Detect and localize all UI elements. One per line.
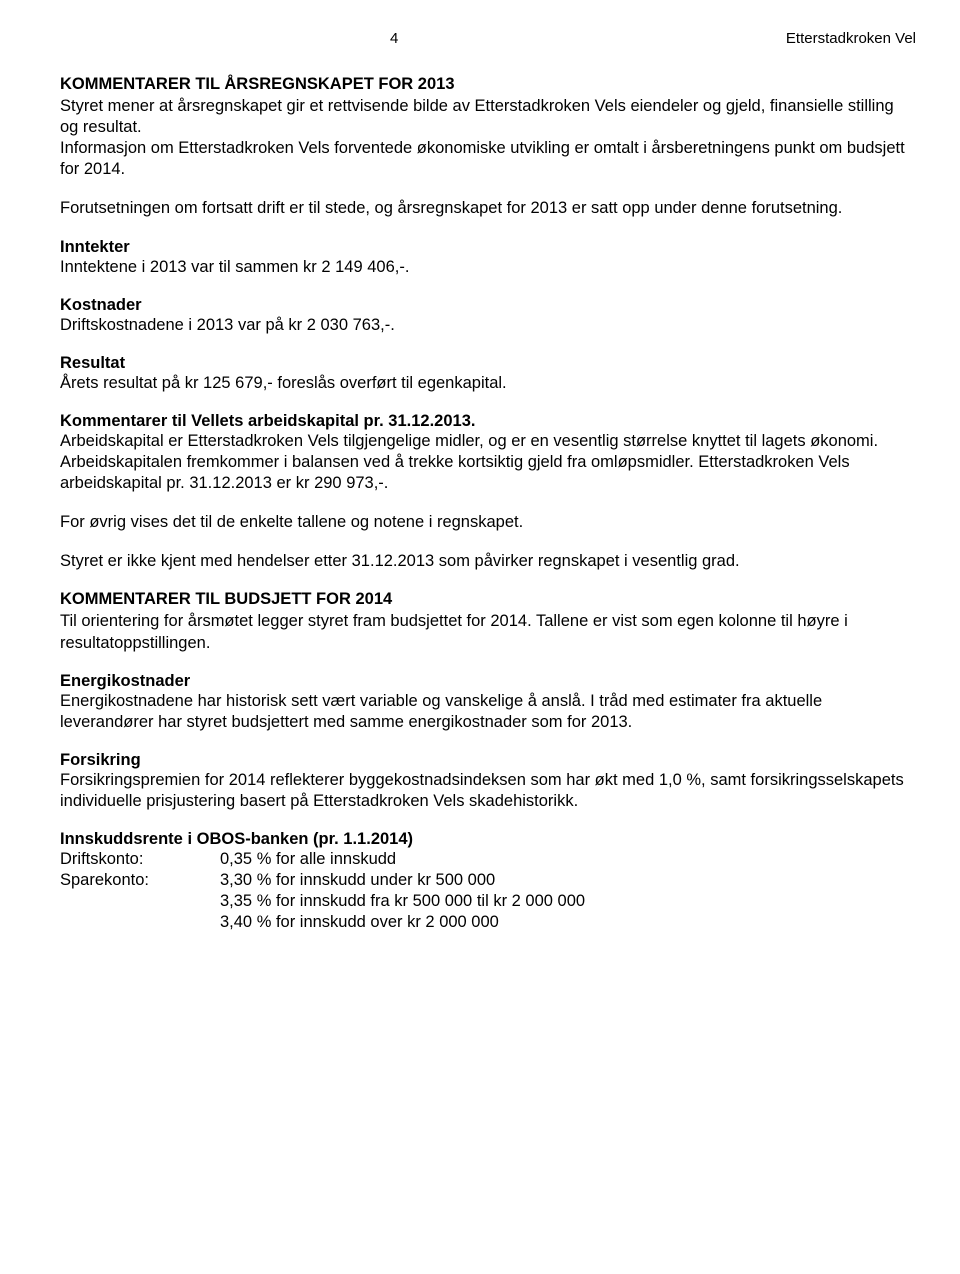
section-kommentarer-regnskap: KOMMENTARER TIL ÅRSREGNSKAPET FOR 2013 S…	[60, 75, 916, 220]
paragraph-resultat: Årets resultat på kr 125 679,- foreslås …	[60, 373, 916, 394]
paragraph-inntekter: Inntektene i 2013 var til sammen kr 2 14…	[60, 257, 916, 278]
paragraph-forsikring: Forsikringspremien for 2014 reflekterer …	[60, 770, 916, 812]
rate-row: 3,40 % for innskudd over kr 2 000 000	[60, 912, 916, 933]
paragraph-for-ovrig: For øvrig vises det til de enkelte talle…	[60, 512, 916, 533]
rate-value: 3,30 % for innskudd under kr 500 000	[220, 870, 495, 891]
rate-label	[60, 891, 220, 912]
heading-resultat: Resultat	[60, 354, 916, 373]
section-energikostnader: Energikostnader Energikostnadene har his…	[60, 672, 916, 733]
paragraph-intro-3: Forutsetningen om fortsatt drift er til …	[60, 198, 916, 219]
heading-innskuddsrente: Innskuddsrente i OBOS-banken (pr. 1.1.20…	[60, 830, 916, 849]
section-kostnader: Kostnader Driftskostnadene i 2013 var på…	[60, 296, 916, 336]
organization-name: Etterstadkroken Vel	[786, 30, 916, 47]
paragraph-budsjett-2014: Til orientering for årsmøtet legger styr…	[60, 611, 916, 653]
page-header: 4 Etterstadkroken Vel	[60, 30, 916, 47]
section-resultat: Resultat Årets resultat på kr 125 679,- …	[60, 354, 916, 394]
paragraph-intro-1: Styret mener at årsregnskapet gir et ret…	[60, 96, 916, 138]
rate-value: 3,40 % for innskudd over kr 2 000 000	[220, 912, 499, 933]
section-forsikring: Forsikring Forsikringspremien for 2014 r…	[60, 751, 916, 812]
rate-table: Driftskonto: 0,35 % for alle innskudd Sp…	[60, 849, 916, 933]
heading-arbeidskapital: Kommentarer til Vellets arbeidskapital p…	[60, 412, 916, 431]
paragraph-energikostnader: Energikostnadene har historisk sett vært…	[60, 691, 916, 733]
section-arbeidskapital: Kommentarer til Vellets arbeidskapital p…	[60, 412, 916, 494]
heading-inntekter: Inntekter	[60, 238, 916, 257]
heading-forsikring: Forsikring	[60, 751, 916, 770]
section-inntekter: Inntekter Inntektene i 2013 var til samm…	[60, 238, 916, 278]
paragraph-arbeidskapital: Arbeidskapital er Etterstadkroken Vels t…	[60, 431, 916, 494]
rate-row: 3,35 % for innskudd fra kr 500 000 til k…	[60, 891, 916, 912]
heading-kostnader: Kostnader	[60, 296, 916, 315]
rate-label: Driftskonto:	[60, 849, 220, 870]
paragraph-styret-ikke-kjent: Styret er ikke kjent med hendelser etter…	[60, 551, 916, 572]
rate-value: 0,35 % for alle innskudd	[220, 849, 396, 870]
rate-label: Sparekonto:	[60, 870, 220, 891]
heading-energikostnader: Energikostnader	[60, 672, 916, 691]
page-number: 4	[390, 30, 398, 47]
rate-label	[60, 912, 220, 933]
heading-budsjett-2014: KOMMENTARER TIL BUDSJETT FOR 2014	[60, 590, 916, 609]
section-budsjett-2014: KOMMENTARER TIL BUDSJETT FOR 2014 Til or…	[60, 590, 916, 653]
rate-value: 3,35 % for innskudd fra kr 500 000 til k…	[220, 891, 585, 912]
rate-row: Sparekonto: 3,30 % for innskudd under kr…	[60, 870, 916, 891]
paragraph-intro-2: Informasjon om Etterstadkroken Vels forv…	[60, 138, 916, 180]
rate-row: Driftskonto: 0,35 % for alle innskudd	[60, 849, 916, 870]
section-innskuddsrente: Innskuddsrente i OBOS-banken (pr. 1.1.20…	[60, 830, 916, 933]
document-page: 4 Etterstadkroken Vel KOMMENTARER TIL ÅR…	[0, 0, 960, 1274]
paragraph-kostnader: Driftskostnadene i 2013 var på kr 2 030 …	[60, 315, 916, 336]
heading-kommentarer-regnskap: KOMMENTARER TIL ÅRSREGNSKAPET FOR 2013	[60, 75, 916, 94]
